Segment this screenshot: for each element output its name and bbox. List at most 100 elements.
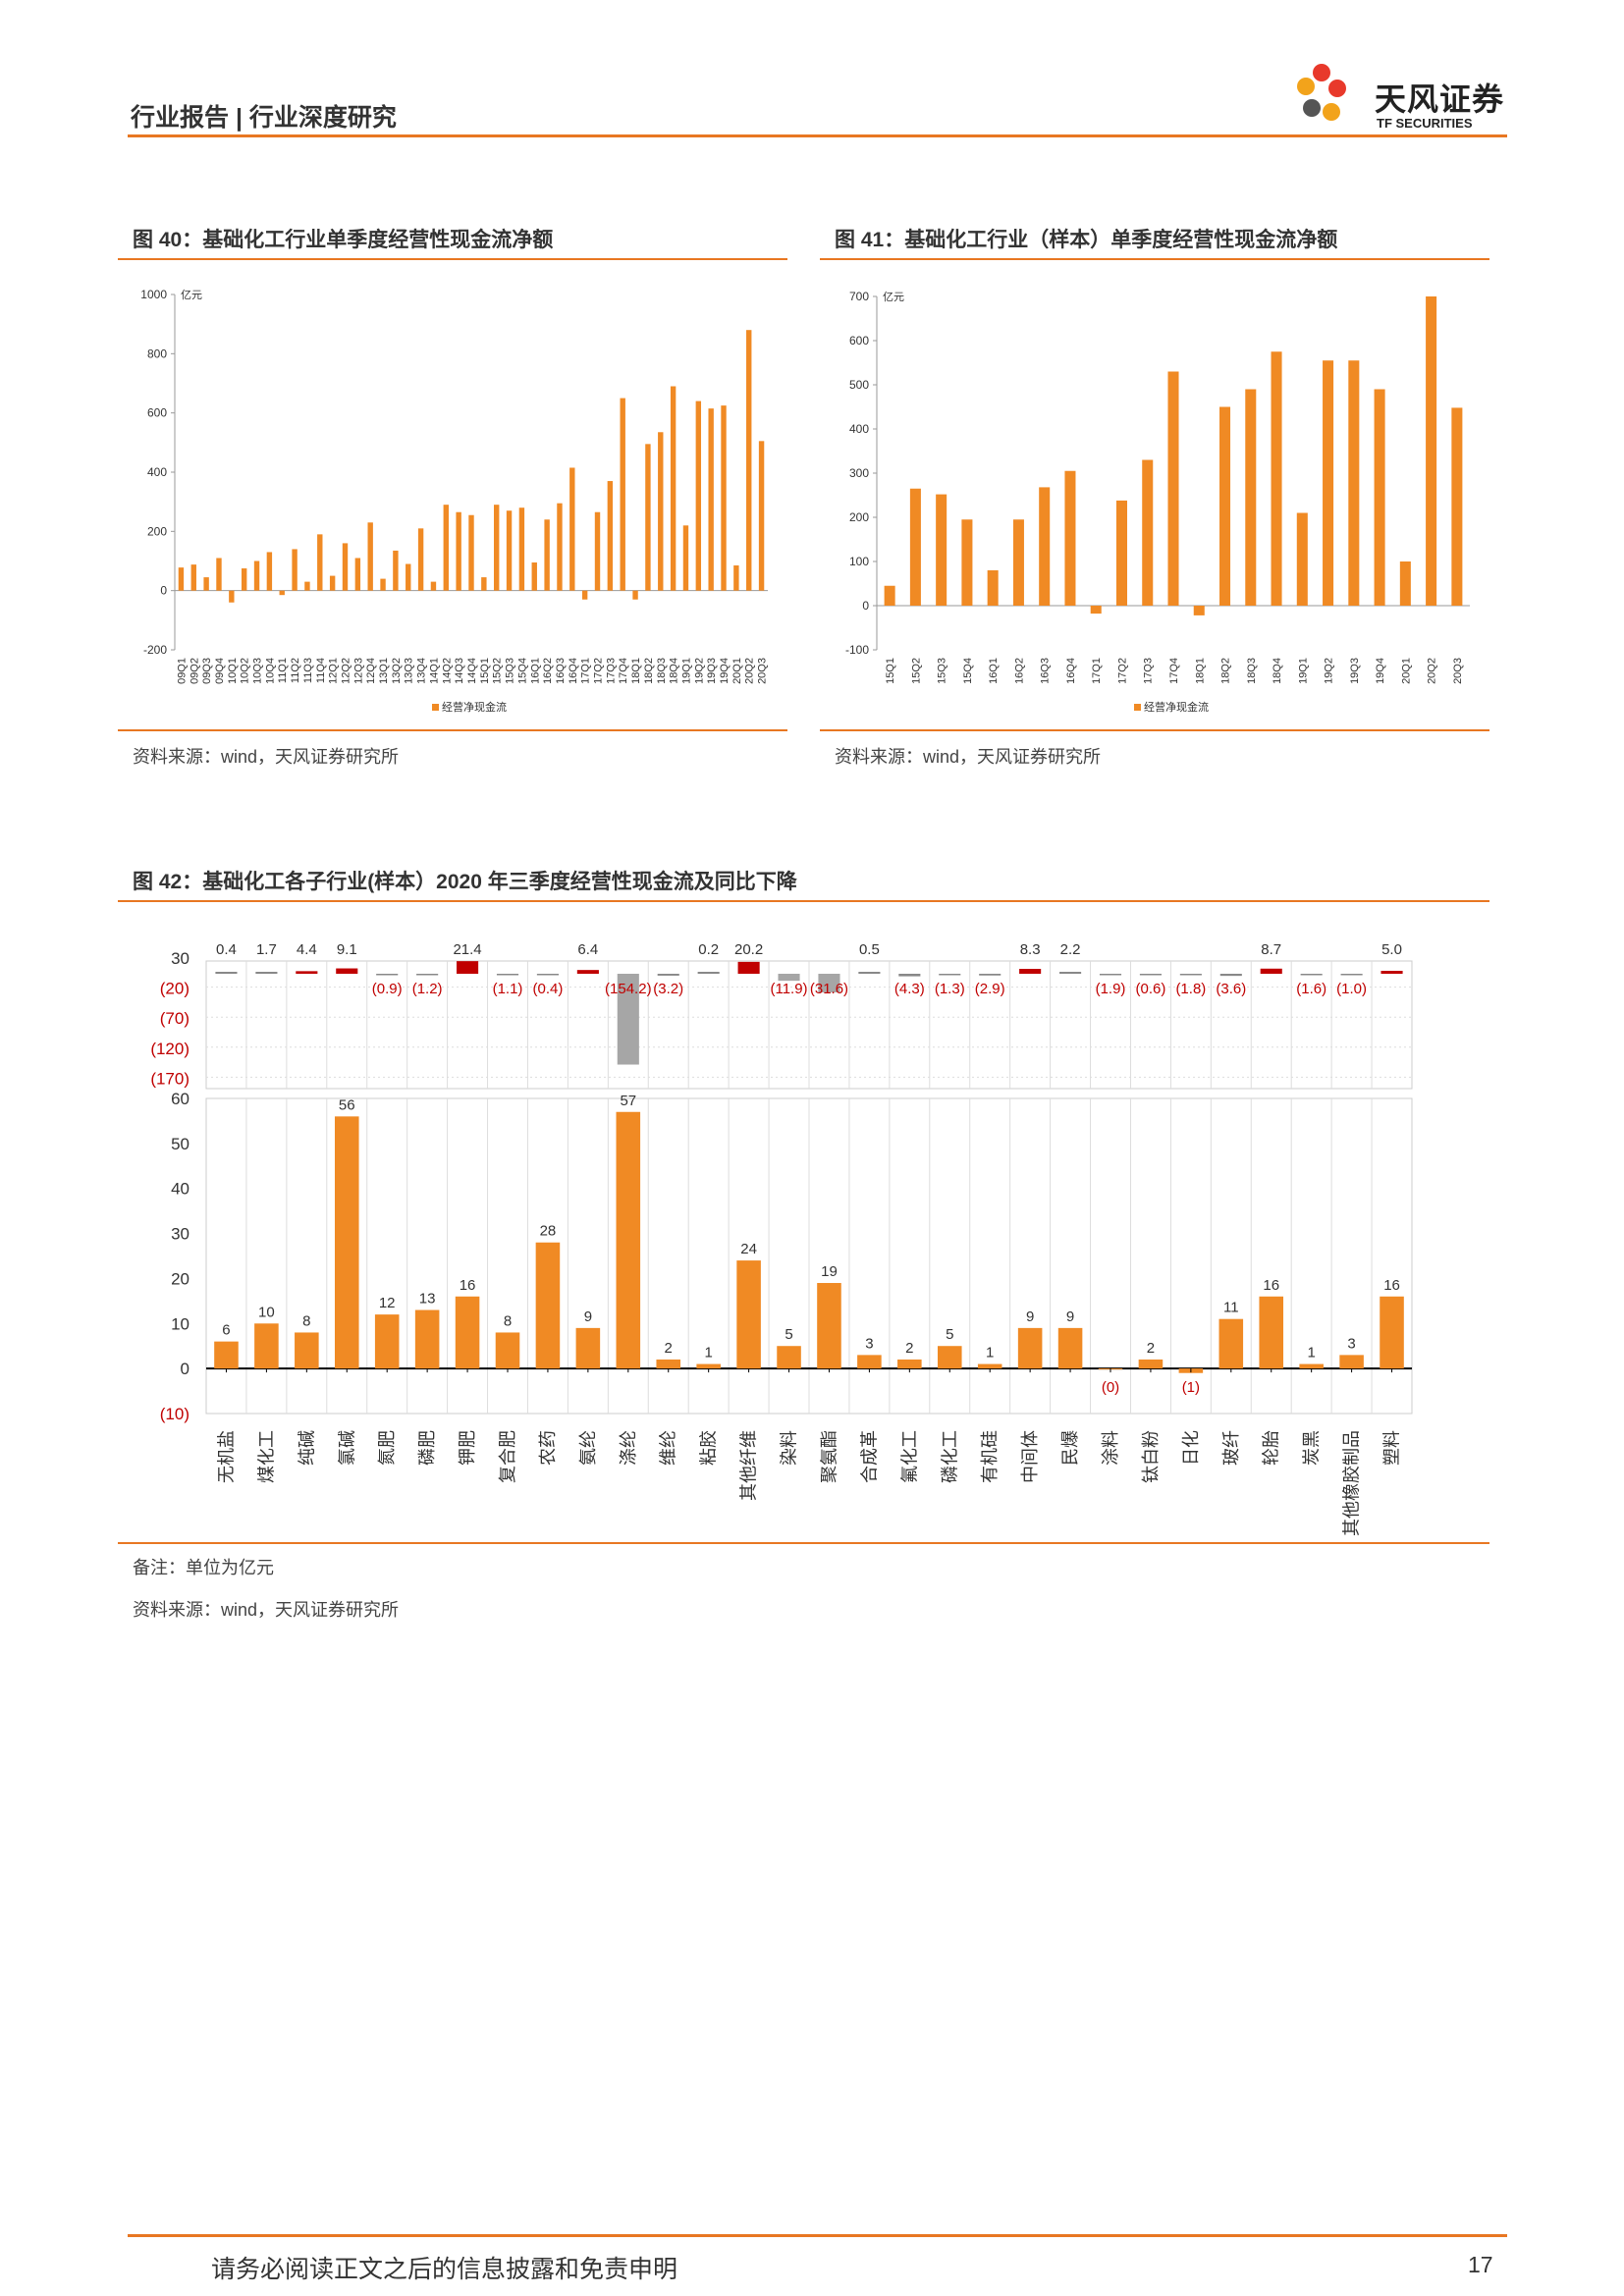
bottom-y-tick-label: 0 [181, 1360, 189, 1378]
top-bar [1219, 974, 1242, 977]
bottom-data-label: (0) [1102, 1379, 1119, 1396]
top-bar [296, 971, 318, 974]
bottom-bar [254, 1323, 279, 1369]
x-tick-label: 16Q2 [542, 658, 554, 684]
bar [1245, 389, 1257, 606]
bottom-data-label: 16 [1263, 1277, 1279, 1294]
x-tick-label: 14Q2 [441, 658, 453, 684]
bottom-data-label: 5 [946, 1326, 953, 1343]
x-tick-label: 10Q2 [240, 658, 251, 684]
top-data-label: 5.0 [1381, 941, 1402, 958]
top-data-label: 0.4 [216, 941, 237, 958]
category-label: 磷肥 [417, 1430, 437, 1466]
bar [1374, 389, 1385, 606]
bar [987, 570, 999, 606]
category-label: 聚氨酯 [819, 1430, 839, 1483]
top-bar [1300, 974, 1323, 976]
y-tick-label: -100 [845, 643, 869, 657]
top-y-tick-label: (170) [150, 1069, 189, 1088]
x-tick-label: 19Q4 [719, 658, 731, 684]
bar [1193, 606, 1205, 615]
bottom-bar [1299, 1363, 1324, 1369]
category-label: 合成革 [859, 1430, 879, 1483]
y-tick-label: 200 [849, 510, 869, 524]
top-data-label: (4.3) [894, 981, 925, 997]
x-tick-label: 12Q4 [365, 658, 377, 684]
top-bar [697, 972, 720, 974]
bottom-bar [334, 1116, 359, 1369]
bar [1167, 371, 1179, 606]
x-tick-label: 18Q3 [1246, 658, 1258, 684]
x-tick-label: 18Q1 [630, 658, 642, 684]
bottom-data-label: 10 [258, 1304, 275, 1320]
x-tick-label: 13Q4 [416, 658, 428, 684]
fig40-top-rule [118, 258, 787, 260]
bar [456, 511, 461, 591]
fig42-note: 备注：单位为亿元 [133, 1558, 274, 1577]
fig42-title: 图 42：基础化工各子行业(样本）2020 年三季度经营性现金流及同比下降 [133, 871, 797, 893]
x-tick-label: 19Q4 [1375, 658, 1386, 684]
category-label: 氯碱 [337, 1430, 356, 1466]
bottom-bar [214, 1341, 239, 1369]
y-tick-label: 400 [849, 422, 869, 436]
bar [494, 505, 500, 591]
x-tick-label: 19Q3 [706, 658, 718, 684]
top-bar [1179, 974, 1202, 976]
category-label: 玻纤 [1221, 1430, 1241, 1466]
top-bar [1019, 969, 1042, 974]
bar [1323, 360, 1334, 606]
x-tick-label: 18Q2 [1220, 658, 1232, 684]
bar [354, 558, 361, 591]
x-tick-label: 17Q1 [1091, 658, 1103, 684]
category-label: 钛白粉 [1141, 1430, 1161, 1483]
x-tick-label: 09Q4 [214, 658, 226, 684]
x-tick-label: 17Q3 [605, 658, 617, 684]
bottom-data-label: 6 [222, 1322, 230, 1339]
top-data-label: (1.3) [935, 981, 965, 997]
unit-label: 亿元 [883, 291, 904, 303]
x-tick-label: 12Q1 [328, 658, 340, 684]
fig41-source: 资料来源：wind，天风证券研究所 [835, 747, 1102, 767]
bottom-data-label: 3 [865, 1335, 873, 1352]
x-tick-label: 09Q1 [176, 658, 188, 684]
x-tick-label: 16Q3 [555, 658, 567, 684]
category-label: 日化 [1181, 1430, 1201, 1466]
bar [1348, 360, 1360, 606]
legend-swatch [432, 704, 439, 711]
x-tick-label: 09Q3 [201, 658, 213, 684]
top-bar [818, 974, 840, 992]
x-tick-label: 13Q1 [378, 658, 390, 684]
y-tick-label: 0 [862, 599, 869, 613]
bottom-data-label: 2 [665, 1340, 673, 1357]
bar [733, 565, 739, 591]
category-label: 其他橡胶制品 [1342, 1430, 1362, 1536]
x-tick-label: 19Q3 [1349, 658, 1361, 684]
top-bar [576, 970, 599, 974]
x-tick-label: 17Q4 [618, 658, 629, 684]
x-tick-label: 16Q1 [988, 658, 1000, 684]
top-bar [1059, 972, 1082, 974]
top-bar [737, 961, 760, 974]
x-tick-label: 20Q2 [1427, 658, 1438, 684]
top-data-label: 8.7 [1261, 941, 1281, 958]
top-data-label: (11.9) [770, 981, 807, 997]
bottom-bar [656, 1359, 681, 1369]
bar [203, 577, 209, 591]
top-data-label: 20.2 [734, 941, 763, 958]
fig42-chart: 30(20)(70)(120)(170)0.4 1.7 4.4 9.1(0.9) (1.… [150, 941, 1413, 1536]
top-bar [778, 974, 800, 982]
fig41-bottom-rule [820, 729, 1489, 731]
top-bar [657, 974, 679, 976]
x-tick-label: 15Q4 [962, 658, 974, 684]
y-tick-label: 500 [849, 378, 869, 392]
footer-disclaimer: 请务必阅读正文之后的信息披露和免责申明 [211, 2256, 678, 2283]
category-label: 染料 [780, 1430, 799, 1466]
category-label: 维纶 [659, 1430, 678, 1466]
x-tick-label: 16Q2 [1013, 658, 1025, 684]
top-data-label: 0.5 [859, 941, 880, 958]
y-tick-label: 400 [147, 465, 167, 479]
category-label: 煤化工 [256, 1430, 276, 1483]
bar [229, 590, 235, 603]
fig42-source: 资料来源：wind，天风证券研究所 [133, 1600, 400, 1620]
